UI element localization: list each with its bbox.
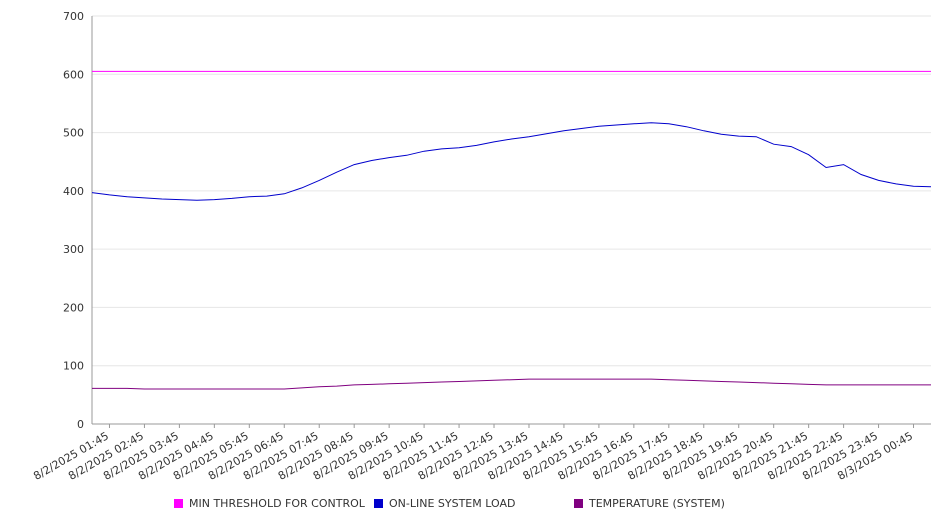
legend-label-temperature: TEMPERATURE (SYSTEM) (589, 497, 725, 510)
series-line-system-load (91, 122, 932, 201)
y-tick-label: 600 (63, 68, 84, 81)
y-tick-label: 400 (63, 185, 84, 198)
y-tick-label: 500 (63, 127, 84, 140)
y-axis-ticks: 0 100 200 300 400 500 600 700 (63, 10, 84, 431)
legend-item-temperature[interactable]: TEMPERATURE (SYSTEM) (574, 497, 725, 510)
legend-swatch-system-load (374, 499, 383, 508)
series-line-temperature (92, 378, 931, 390)
axes (91, 16, 931, 425)
legend-swatch-temperature (574, 499, 583, 508)
legend-label-threshold: MIN THRESHOLD FOR CONTROL (189, 497, 365, 510)
y-tick-label: 300 (63, 243, 84, 256)
y-tick-label: 700 (63, 10, 84, 23)
series-lines (91, 70, 932, 390)
legend-item-threshold[interactable]: MIN THRESHOLD FOR CONTROL (174, 497, 365, 510)
legend-label-system-load: ON-LINE SYSTEM LOAD (389, 497, 516, 510)
y-tick-label: 200 (63, 301, 84, 314)
legend-item-system-load[interactable]: ON-LINE SYSTEM LOAD (374, 497, 515, 510)
legend: MIN THRESHOLD FOR CONTROL ON-LINE SYSTEM… (0, 497, 946, 515)
legend-swatch-threshold (174, 499, 183, 508)
y-tick-label: 100 (63, 360, 84, 373)
y-tick-label: 0 (77, 418, 84, 431)
x-axis-ticks: 8/2/2025 01:458/2/2025 02:458/2/2025 03:… (31, 424, 915, 483)
gridlines (92, 15, 931, 367)
